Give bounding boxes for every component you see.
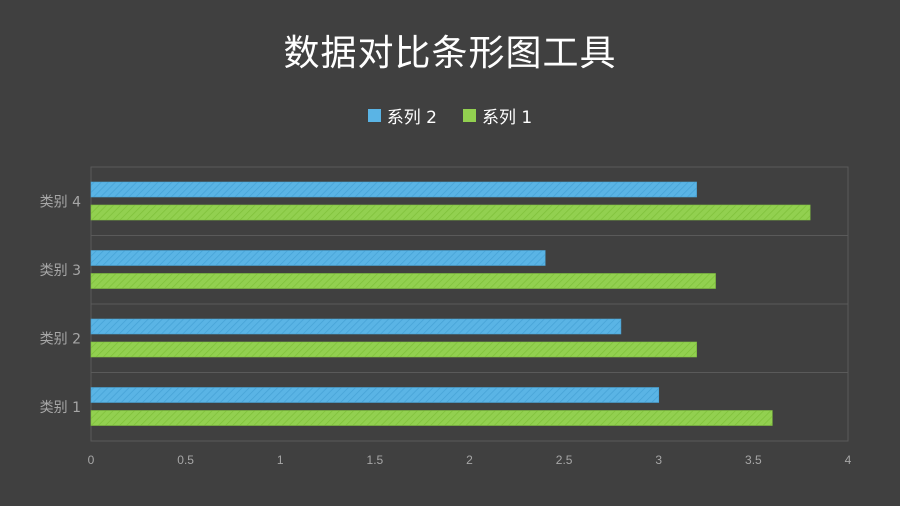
- chart-legend: 系列 2 系列 1: [0, 103, 900, 128]
- bar-series-1: [90, 341, 697, 358]
- y-category-label: 类别 1: [40, 400, 81, 416]
- x-tick-label: 0.5: [177, 453, 194, 467]
- bar-series-1: [90, 410, 773, 426]
- x-tick-label: 1: [277, 453, 284, 467]
- bar-series-1: [90, 204, 811, 221]
- legend-item-series-1: 系列 1: [463, 103, 532, 128]
- y-category-label: 类别 4: [40, 194, 81, 210]
- x-tick-label: 4: [845, 453, 852, 467]
- legend-label-series-1: 系列 1: [482, 108, 533, 128]
- legend-swatch-series-2: [367, 109, 381, 122]
- chart-title: 数据对比条形图工具: [283, 33, 617, 74]
- legend-swatch-series-1: [463, 109, 476, 122]
- bar-series-1: [90, 273, 716, 289]
- x-tick-label: 2.5: [556, 453, 573, 467]
- x-tick-label: 0: [88, 453, 95, 467]
- x-tick-label: 3.5: [745, 453, 762, 467]
- x-tick-label: 1.5: [367, 453, 384, 467]
- y-category-label: 类别 2: [40, 331, 81, 347]
- legend-item-series-2: 系列 2: [367, 103, 437, 128]
- bar-series-2: [90, 250, 546, 266]
- x-tick-label: 3: [655, 453, 662, 467]
- bar-series-2: [90, 181, 697, 198]
- y-category-label: 类别 3: [40, 263, 81, 279]
- bar-series-2: [90, 387, 660, 403]
- x-tick-label: 2: [466, 453, 473, 467]
- bar-series-2: [90, 318, 622, 335]
- legend-label-series-2: 系列 2: [386, 108, 437, 128]
